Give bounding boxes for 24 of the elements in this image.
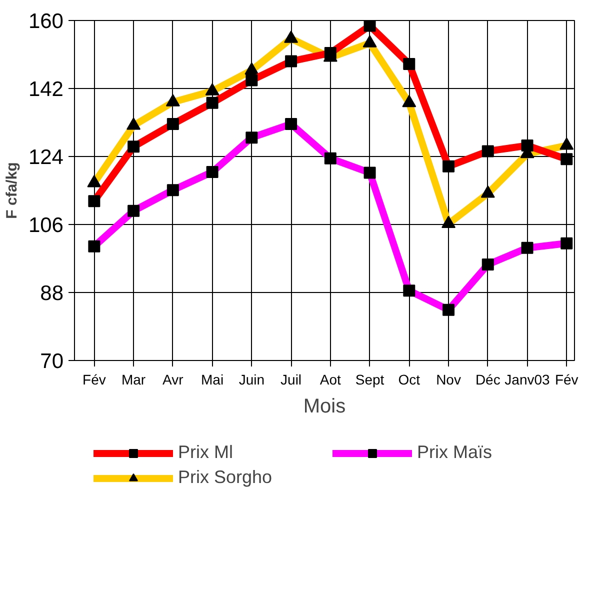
- x-tick-label: Janv03: [504, 372, 550, 388]
- y-axis-title: F cfa/kg: [3, 162, 20, 219]
- x-tick-label: Fév: [82, 372, 106, 388]
- legend-label: Prix Ml: [178, 442, 234, 463]
- y-tick-label: 70: [40, 350, 64, 373]
- x-tick-label: Juil: [280, 372, 302, 388]
- x-tick-label: Aot: [320, 372, 342, 388]
- y-tick-label: 88: [40, 282, 64, 305]
- x-tick-label: Déc: [475, 372, 500, 388]
- x-tick-label: Nov: [436, 372, 461, 388]
- x-tick-label: Fév: [554, 372, 578, 388]
- x-tick-label: Mar: [122, 372, 146, 388]
- x-axis-title: Mois: [303, 396, 346, 418]
- y-tick-label: 106: [28, 214, 64, 237]
- x-tick-label: Avr: [162, 372, 184, 388]
- x-tick-label: Oct: [398, 372, 420, 388]
- legend-label: Prix Maïs: [417, 442, 494, 463]
- x-tick-label: Mai: [201, 372, 224, 388]
- x-tick-label: Juin: [238, 372, 265, 388]
- y-tick-label: 124: [28, 146, 64, 169]
- legend-label: Prix Sorgho: [178, 467, 274, 488]
- y-tick-label: 142: [28, 78, 64, 101]
- x-tick-label: Sept: [355, 372, 384, 388]
- y-tick-label: 160: [28, 10, 64, 33]
